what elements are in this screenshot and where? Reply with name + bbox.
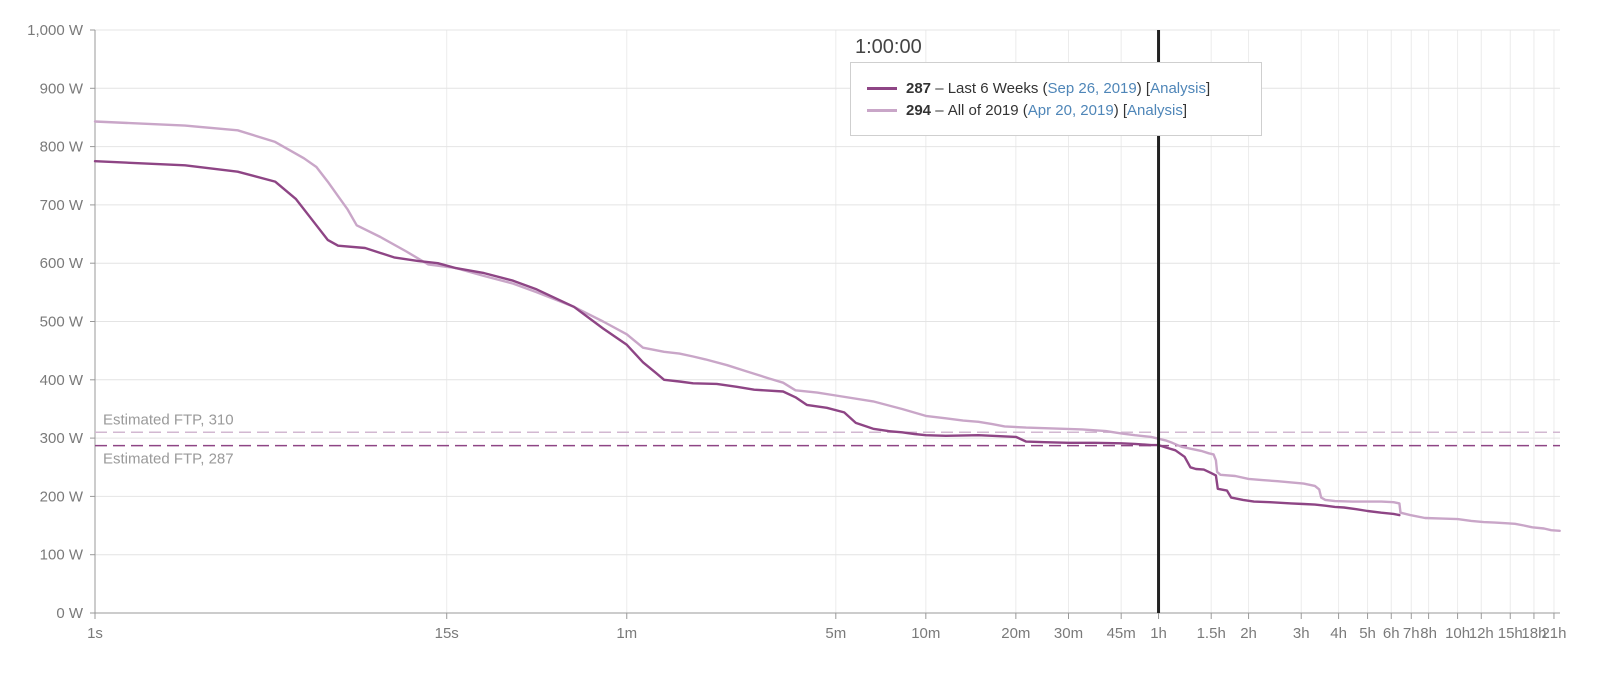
legend-paren-open: ( (1018, 101, 1028, 119)
x-tick-label: 8h (1420, 625, 1437, 642)
x-tick-label: 4h (1330, 625, 1347, 642)
ftp-label: Estimated FTP, 287 (103, 451, 234, 468)
x-tick-label: 15s (435, 625, 459, 642)
legend-swatch-all-of-2019 (867, 108, 897, 112)
ftp-reference-lines: Estimated FTP, 310 Estimated FTP, 287 (95, 411, 1560, 468)
legend-series-name: Last 6 Weeks (947, 79, 1039, 97)
y-tick-label: 100 W (40, 547, 84, 564)
series-line-all-of-2019[interactable] (93, 120, 1561, 532)
legend-bracket-open: ) [ (1136, 79, 1151, 97)
legend-date-link[interactable]: Apr 20, 2019 (1027, 101, 1114, 119)
legend-bracket-open: ) [ (1113, 101, 1128, 119)
series-line-last-6-weeks[interactable] (93, 160, 1401, 517)
legend-separator: – (931, 79, 948, 97)
x-tick-label: 30m (1054, 625, 1083, 642)
x-tick-label: 18h (1521, 625, 1546, 642)
x-tick-label: 15h (1498, 625, 1523, 642)
legend-paren-open: ( (1038, 79, 1048, 97)
analysis-link[interactable]: Analysis (1150, 79, 1206, 97)
x-tick-label: 1s (87, 625, 103, 642)
series-lines[interactable] (93, 120, 1561, 532)
y-tick-label: 900 W (40, 80, 84, 97)
x-tick-label: 12h (1469, 625, 1494, 642)
y-tick-label: 200 W (40, 488, 84, 505)
x-tick-label: 5m (825, 625, 846, 642)
legend-row-last-6-weeks: 287 – Last 6 Weeks ( Sep 26, 2019 ) [ An… (867, 77, 1261, 99)
cursor-time-label: 1:00:00 (855, 36, 922, 58)
ftp-label: Estimated FTP, 310 (103, 411, 234, 428)
legend-swatch-last-6-weeks (867, 86, 897, 90)
x-tick-label: 10m (911, 625, 940, 642)
analysis-link[interactable]: Analysis (1127, 101, 1183, 119)
y-tick-label: 600 W (40, 255, 84, 272)
x-tick-label: 2h (1240, 625, 1257, 642)
legend-tooltip: 287 – Last 6 Weeks ( Sep 26, 2019 ) [ An… (850, 62, 1262, 136)
x-tick-label: 1.5h (1197, 625, 1226, 642)
x-tick-label: 3h (1293, 625, 1310, 642)
y-axis-tick-labels: 0 W 100 W 200 W 300 W 400 W 500 W 600 W 700 W 80… (27, 22, 84, 622)
x-tick-label: 1m (616, 625, 637, 642)
legend-bracket-close: ] (1205, 79, 1211, 97)
x-tick-label: 7h (1403, 625, 1420, 642)
legend-value: 287 (906, 79, 932, 97)
y-tick-label: 400 W (40, 372, 84, 389)
x-tick-label: 10h (1445, 625, 1470, 642)
legend-series-name: All of 2019 (947, 101, 1019, 119)
legend-date-link[interactable]: Sep 26, 2019 (1047, 79, 1137, 97)
legend-separator: – (931, 101, 948, 119)
axes (90, 29, 1560, 619)
x-tick-label: 21h (1541, 625, 1566, 642)
x-tick-label: 1h (1150, 625, 1167, 642)
y-tick-label: 1,000 W (27, 22, 84, 39)
y-tick-label: 300 W (40, 430, 84, 447)
legend-value: 294 (906, 101, 932, 119)
y-tick-label: 500 W (40, 314, 84, 331)
y-tick-label: 0 W (56, 605, 84, 622)
x-tick-label: 5h (1359, 625, 1376, 642)
x-tick-label: 20m (1001, 625, 1030, 642)
x-axis-tick-labels: 1s 15s 1m 5m 10m 20m 30m 45m 1h 1.5h 2h 3h 4h 5h 6h 7h 8… (87, 625, 1566, 642)
y-tick-label: 800 W (40, 139, 84, 156)
x-tick-label: 6h (1383, 625, 1400, 642)
legend-row-all-of-2019: 294 – All of 2019 ( Apr 20, 2019 ) [ Ana… (867, 99, 1261, 121)
legend-bracket-close: ] (1182, 101, 1188, 119)
x-tick-label: 45m (1107, 625, 1136, 642)
y-tick-label: 700 W (40, 197, 84, 214)
y-gridlines (95, 29, 1560, 614)
